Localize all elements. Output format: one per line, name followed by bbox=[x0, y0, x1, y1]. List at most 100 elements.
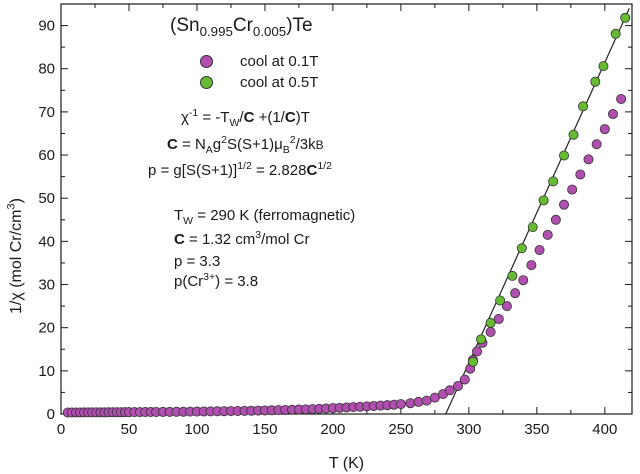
formula-sub: W bbox=[229, 117, 240, 129]
x-tick-label: 400 bbox=[592, 421, 617, 438]
data-point-0.1T bbox=[501, 301, 512, 312]
data-point-0.1T bbox=[452, 380, 463, 391]
y-axis-label-close: ) bbox=[8, 198, 25, 204]
data-point-0.1T bbox=[575, 169, 586, 180]
x-tick-label: 100 bbox=[184, 421, 209, 438]
data-point-0.1T bbox=[510, 288, 521, 299]
axis-tick-labels: 0 50 100 150 200 250 300 350 400 0 10 20 30 40 50 60 70 8… bbox=[38, 18, 617, 438]
y-tick-label: 0 bbox=[47, 406, 55, 423]
formula-sub: B bbox=[282, 144, 290, 156]
data-point-0.5T bbox=[527, 222, 538, 233]
legend-label: cool at 0.5T bbox=[240, 74, 319, 91]
param-part: = 290 K (ferromagnetic) bbox=[193, 207, 356, 224]
formula-curie-weiss: χ-1 = -TW/C +(1/C)T bbox=[181, 107, 310, 129]
legend-item-0.5T: cool at 0.5T bbox=[200, 74, 318, 91]
data-point-0.1T bbox=[616, 93, 627, 104]
param-sub: W bbox=[183, 215, 194, 227]
title-sub: 0.995 bbox=[199, 23, 233, 39]
data-point-0.1T bbox=[550, 214, 561, 225]
title-part: )Te bbox=[286, 15, 313, 36]
data-point-0.1T bbox=[599, 124, 610, 135]
formula-curie-constant: C = NAg2S(S+1)μB2/3kB bbox=[167, 134, 324, 156]
formula-part: /3k bbox=[295, 136, 316, 153]
data-point-0.5T bbox=[495, 295, 506, 306]
param-part: p(Cr bbox=[174, 273, 204, 290]
legend-item-0.1T: cool at 0.1T bbox=[200, 53, 318, 70]
formula-part: = -T bbox=[198, 109, 230, 126]
data-point-0.5T bbox=[590, 76, 601, 87]
data-point-0.5T bbox=[538, 195, 549, 206]
formula-part: g bbox=[212, 136, 222, 153]
chart-title: (Sn0.995Cr0.005)Te bbox=[170, 15, 313, 38]
formula-bold: C bbox=[284, 109, 296, 126]
param-sup: 3+ bbox=[203, 271, 216, 283]
data-point-0.5T bbox=[516, 243, 527, 254]
data-point-0.5T bbox=[485, 317, 496, 328]
data-point-0.5T bbox=[467, 356, 478, 367]
data-point-0.1T bbox=[485, 326, 496, 337]
y-axis-label: 1/χ (mol Cr/cm3) bbox=[6, 181, 25, 331]
formula-part: χ bbox=[181, 109, 189, 126]
formula-part: = N bbox=[177, 136, 206, 153]
formula-bold: C bbox=[167, 136, 178, 153]
data-point-0.1T bbox=[518, 275, 529, 286]
data-point-0.5T bbox=[578, 101, 589, 112]
fit-line bbox=[445, 8, 630, 415]
y-tick-label: 30 bbox=[38, 277, 55, 294]
data-points bbox=[62, 12, 631, 418]
param-curie-constant: C = 1.32 cm3/mol Cr bbox=[174, 229, 309, 248]
param-part: = 1.32 cm bbox=[184, 231, 256, 248]
param-part: T bbox=[174, 207, 184, 224]
y-tick-label: 50 bbox=[38, 190, 55, 207]
param-part: ) = 3.8 bbox=[215, 273, 259, 290]
formula-sup: 2 bbox=[289, 134, 296, 146]
plot-border bbox=[60, 3, 633, 415]
y-tick-label: 90 bbox=[38, 18, 55, 35]
data-point-0.1T bbox=[526, 260, 537, 271]
x-tick-label: 350 bbox=[524, 421, 549, 438]
plot-frame bbox=[60, 3, 633, 415]
formula-bold: C bbox=[243, 109, 255, 126]
formula-part: B bbox=[315, 138, 324, 152]
title-sub: 0.005 bbox=[252, 23, 287, 39]
data-point-0.1T bbox=[583, 154, 594, 165]
data-point-0.1T bbox=[459, 374, 470, 385]
x-tick-label: 300 bbox=[456, 421, 481, 438]
data-point-0.1T bbox=[534, 244, 545, 255]
formula-sub: A bbox=[205, 144, 213, 156]
formula-sup: 2 bbox=[221, 134, 227, 146]
data-point-0.5T bbox=[620, 12, 631, 23]
data-point-0.1T bbox=[607, 109, 618, 120]
formula-sup: 1/2 bbox=[317, 160, 332, 172]
legend-marker-green bbox=[200, 76, 213, 89]
data-point-0.5T bbox=[476, 334, 487, 345]
legend-marker-magenta bbox=[200, 55, 213, 68]
param-bold: C bbox=[174, 231, 185, 248]
param-weiss-temperature: TW = 290 K (ferromagnetic) bbox=[174, 207, 356, 226]
param-part: p = 3.3 bbox=[174, 253, 221, 270]
formula-part: = 2.828 bbox=[251, 162, 307, 179]
formula-sup: -1 bbox=[188, 107, 199, 119]
data-point-0.1T bbox=[444, 385, 455, 396]
x-tick-label: 150 bbox=[252, 421, 277, 438]
data-point-0.1T bbox=[472, 346, 483, 357]
param-p: p = 3.3 bbox=[174, 254, 220, 269]
y-tick-label: 70 bbox=[38, 104, 55, 121]
param-sup: 3 bbox=[255, 229, 262, 241]
formula-part: +(1/ bbox=[254, 109, 285, 126]
data-point-0.1T bbox=[559, 199, 570, 210]
y-tick-label: 20 bbox=[38, 320, 55, 337]
x-tick-label: 0 bbox=[57, 421, 65, 438]
data-point-0.1T bbox=[493, 314, 504, 325]
data-point-0.5T bbox=[507, 270, 518, 281]
legend-label: cool at 0.1T bbox=[240, 53, 319, 70]
data-point-0.5T bbox=[559, 150, 570, 161]
y-tick-label: 80 bbox=[38, 61, 55, 78]
y-tick-label: 40 bbox=[38, 233, 55, 250]
data-point-0.1T bbox=[413, 396, 424, 407]
x-axis-label: T (K) bbox=[329, 455, 364, 472]
data-point-0.1T bbox=[395, 399, 406, 410]
formula-part: )T bbox=[295, 109, 310, 126]
data-point-0.5T bbox=[568, 129, 579, 140]
